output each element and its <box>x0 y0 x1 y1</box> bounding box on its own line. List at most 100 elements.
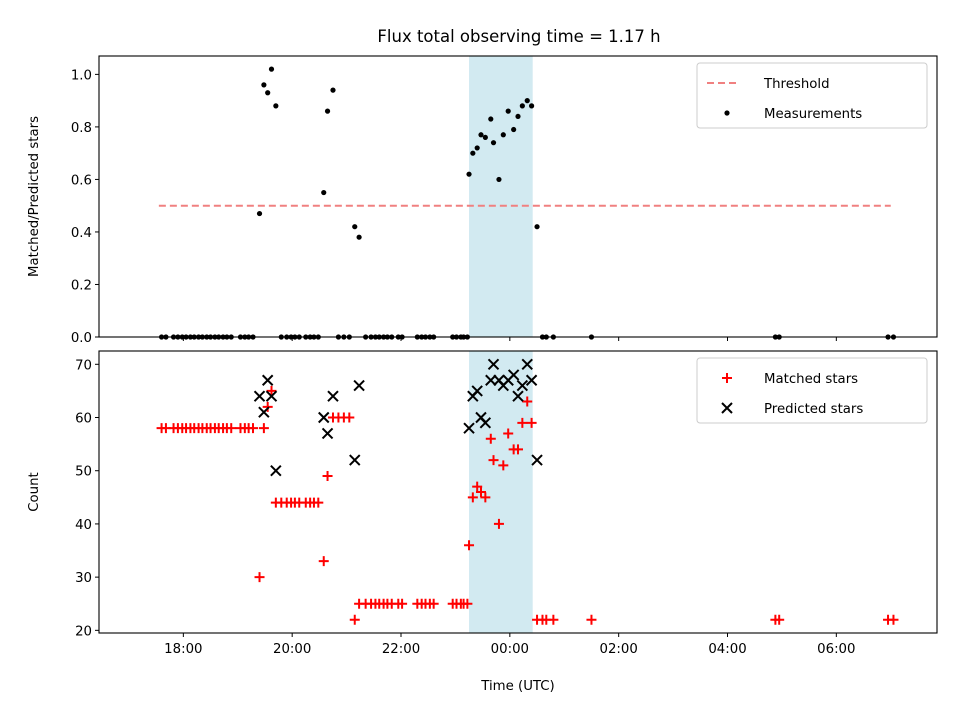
bottom-x-tick-label: 04:00 <box>708 642 746 657</box>
top-highlight-span <box>469 56 533 337</box>
predicted-stars-point <box>321 427 334 440</box>
matched-stars-point <box>254 572 265 583</box>
bottom-x-tick-label: 22:00 <box>382 642 420 657</box>
top-legend: Threshold Measurements <box>696 62 928 129</box>
legend-label: Predicted stars <box>764 402 863 417</box>
bottom-y-tick-label: 40 <box>75 518 92 533</box>
top-y-tick-label: 1.0 <box>71 68 92 83</box>
top-y-tick-label: 0.6 <box>71 173 92 188</box>
predicted-stars-point <box>463 422 475 434</box>
matched-stars-point <box>480 492 491 503</box>
predicted-stars-point <box>327 390 339 402</box>
legend-predicted-stars-swatch <box>721 402 733 414</box>
matched-stars-point <box>226 423 237 434</box>
bottom-y-tick-label: 60 <box>75 412 92 427</box>
matched-stars-point <box>888 614 899 625</box>
measurement-point <box>330 87 336 93</box>
matched-stars-point <box>485 433 496 444</box>
predicted-stars-point <box>521 358 533 371</box>
legend-matched-stars-swatch <box>722 373 732 383</box>
measurement-point <box>261 82 267 88</box>
matched-stars-point <box>428 598 439 609</box>
predicted-stars-point <box>258 406 270 418</box>
measurement-point <box>321 189 327 196</box>
measurement-point <box>505 108 511 114</box>
bottom-x-tick-label: 00:00 <box>491 642 529 657</box>
matched-stars-point <box>517 417 528 428</box>
measurement-point <box>273 103 279 109</box>
top-y-axis-label: Matched/Predicted stars <box>27 116 42 277</box>
matched-stars-point <box>503 428 514 439</box>
x-axis-label: Time (UTC) <box>480 679 555 694</box>
measurement-point <box>519 103 525 109</box>
figure-title: Flux total observing time = 1.17 h <box>377 27 660 46</box>
matched-stars-point <box>322 471 333 482</box>
bottom-y-axis-label: Count <box>27 472 42 512</box>
measurement-point <box>478 132 484 138</box>
matched-stars-point <box>318 556 329 567</box>
bottom-axes-frame <box>98 350 938 634</box>
bottom-series-1 <box>156 385 899 625</box>
predicted-stars-point <box>525 374 538 386</box>
predicted-stars-point <box>270 465 282 477</box>
top-axes-frame <box>98 55 938 338</box>
matched-stars-point <box>467 492 478 503</box>
measurement-point <box>500 132 506 138</box>
matched-stars-point <box>513 444 523 455</box>
legend-measurements-swatch <box>724 110 730 116</box>
predicted-stars-point <box>487 358 500 371</box>
matched-stars-point <box>313 497 324 508</box>
measurement-point <box>474 145 480 151</box>
predicted-stars-point <box>479 417 492 429</box>
measurement-point <box>470 150 476 156</box>
top-panel: 0.0 0.2 0.4 0.6 0.8 1.0 Matched/Predicted star… <box>27 55 938 346</box>
predicted-stars-point <box>512 390 524 402</box>
measurement-point <box>482 134 488 141</box>
matched-stars-point <box>462 598 473 609</box>
top-y-tick-label: 0.4 <box>71 226 92 241</box>
matched-stars-point <box>262 401 273 412</box>
matched-stars-point <box>522 396 533 407</box>
measurement-point <box>515 113 521 120</box>
bottom-y-tick-label: 20 <box>75 624 92 639</box>
measurement-point <box>265 90 271 96</box>
measurement-point <box>268 66 275 72</box>
measurement-point <box>524 98 530 104</box>
predicted-stars-point <box>485 374 497 386</box>
legend-label: Matched stars <box>764 372 858 387</box>
measurement-point <box>352 224 358 230</box>
matched-stars-point <box>475 487 486 497</box>
measurement-point <box>488 116 494 122</box>
predicted-stars-point <box>353 379 365 392</box>
matched-stars-point <box>586 614 597 625</box>
matched-stars-point <box>472 481 483 492</box>
predicted-stars-point <box>318 411 330 424</box>
predicted-stars-point <box>349 454 361 466</box>
bottom-y-tick-label: 30 <box>75 571 92 586</box>
matched-stars-point <box>774 614 785 625</box>
bottom-x-tick-label: 06:00 <box>817 642 855 657</box>
measurement-point <box>466 171 472 177</box>
top-y-tick-label: 0.0 <box>71 331 92 346</box>
matched-stars-point <box>266 385 277 396</box>
measurement-point <box>511 126 517 133</box>
predicted-stars-point <box>531 454 543 466</box>
matched-stars-point <box>498 460 509 471</box>
bottom-x-tick-label: 20:00 <box>273 642 311 657</box>
matched-stars-point <box>258 423 269 434</box>
top-y-tick-label: 0.2 <box>71 278 92 293</box>
measurement-point <box>534 224 540 230</box>
predicted-stars-point <box>265 390 278 402</box>
bottom-legend-box <box>696 357 928 424</box>
matched-stars-point <box>464 540 475 551</box>
matched-stars-point <box>247 423 258 434</box>
bottom-y-tick-label: 70 <box>75 358 92 373</box>
measurement-point <box>496 176 502 183</box>
predicted-stars-point <box>253 390 266 402</box>
top-legend-box <box>696 62 928 129</box>
bottom-series-2 <box>253 358 543 477</box>
bottom-legend: Matched stars Predicted stars <box>696 357 928 424</box>
bottom-x-tick-label: 18:00 <box>164 642 202 657</box>
predicted-stars-point <box>507 369 520 381</box>
measurement-point <box>529 103 535 109</box>
